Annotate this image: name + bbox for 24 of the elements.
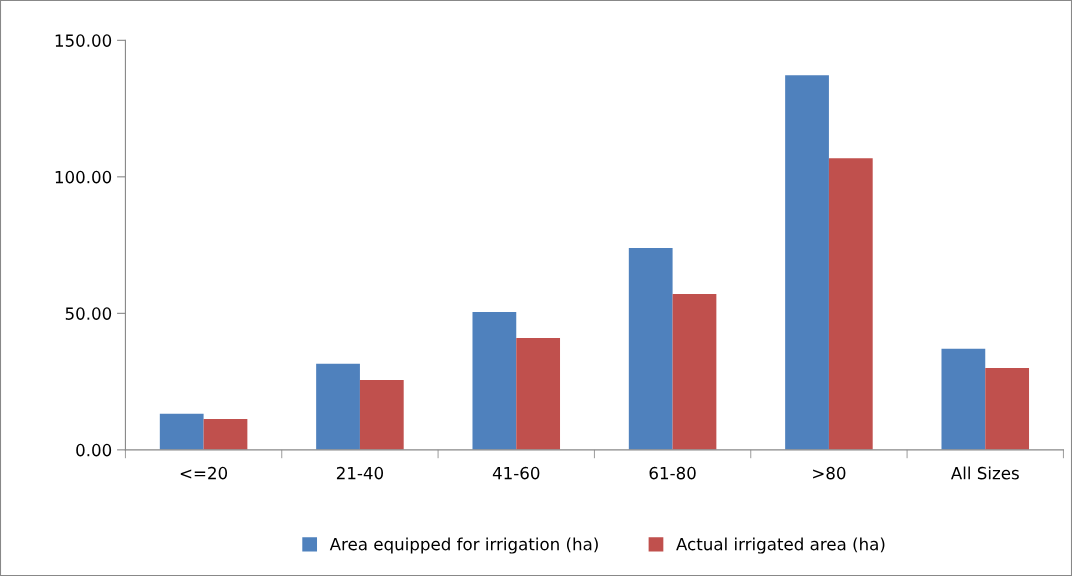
legend-label: Area equipped for irrigation (ha)	[329, 537, 598, 554]
bar	[316, 363, 360, 450]
bar	[672, 293, 717, 450]
bar	[472, 311, 517, 450]
bar	[359, 379, 404, 450]
y-tick-label: 150.00	[55, 34, 112, 47]
x-tick-label: <=20	[180, 466, 228, 480]
bar	[159, 413, 204, 450]
bar	[785, 75, 829, 450]
x-tick-label: All Sizes	[950, 466, 1019, 480]
bar	[985, 367, 1030, 450]
x-tick-label: 21-40	[336, 466, 384, 480]
y-tick-label: 0.00	[76, 443, 112, 457]
x-tick-label: >80	[813, 466, 846, 480]
bar	[828, 158, 873, 450]
y-tick-label: 100.00	[55, 170, 112, 184]
bar	[203, 419, 248, 450]
x-tick-label: 41-60	[492, 466, 540, 480]
y-tick-label: 50.00	[65, 307, 112, 320]
legend-label: Actual irrigated area (ha)	[676, 537, 885, 554]
bar	[516, 337, 561, 450]
bar	[941, 348, 986, 450]
bar	[628, 248, 673, 450]
x-tick-label: 61-80	[649, 466, 696, 480]
